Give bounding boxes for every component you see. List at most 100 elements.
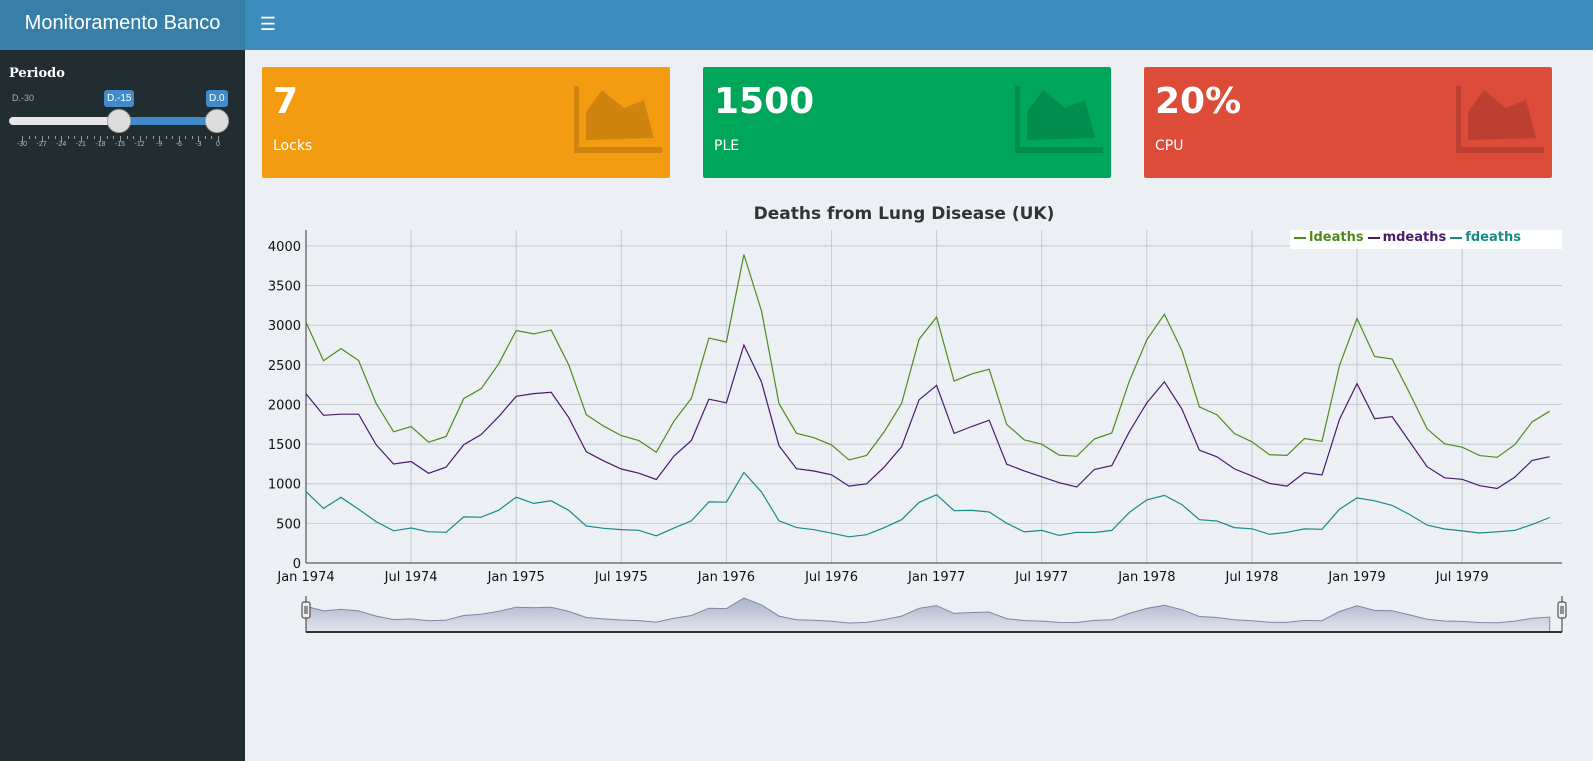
- area-chart-icon: [574, 86, 662, 153]
- slider-tick: [172, 136, 174, 139]
- slider-tick: [93, 136, 95, 139]
- range-selector-right-handle[interactable]: [1557, 601, 1567, 619]
- y-tick-label: 2000: [268, 398, 301, 413]
- series-line-ldeaths: [305, 254, 1551, 461]
- slider-tick: [139, 136, 141, 142]
- slider-tick-label: 0: [216, 141, 220, 148]
- chart-title: Deaths from Lung Disease (UK): [753, 204, 1055, 224]
- infobox-value: 7: [273, 81, 299, 122]
- infobox-cpu: 20% CPU: [1144, 67, 1552, 178]
- legend-swatch: [1450, 236, 1463, 239]
- slider-handle-to[interactable]: [205, 109, 229, 133]
- x-tick-label: Jan 1977: [907, 570, 965, 585]
- slider-tick: [106, 136, 108, 139]
- slider-tick: [159, 136, 161, 142]
- slider-tick: [133, 136, 135, 139]
- x-tick-label: Jan 1976: [697, 570, 755, 585]
- sidebar: Periodo D.-30 D.-15 D.0 -30 -27 -24 -21 -18-…: [0, 50, 245, 761]
- infobox-ple: 1500 PLE: [703, 67, 1111, 178]
- series-line-fdeaths: [305, 471, 1550, 538]
- slider-handle-from[interactable]: [107, 109, 131, 133]
- legend-label: mdeaths: [1382, 230, 1447, 245]
- slider-tick: [178, 136, 180, 142]
- slider-from-value: D.-15: [104, 90, 135, 107]
- slider-tick: [80, 136, 82, 142]
- y-tick-label: 1000: [268, 478, 301, 493]
- plot-area: [306, 230, 1562, 563]
- slider-tick-label: -27: [36, 141, 47, 148]
- slider-tick: [185, 136, 187, 139]
- slider-tick: [152, 136, 154, 139]
- slider-tick: [54, 136, 56, 139]
- x-tick-label: Jul 1976: [804, 570, 858, 585]
- legend-item-fdeaths[interactable]: fdeaths: [1450, 230, 1521, 245]
- slider-tick: [120, 136, 121, 142]
- slider-tick-label: -18: [95, 141, 106, 148]
- area-chart-icon: [1015, 86, 1103, 153]
- x-tick-label: Jan 1978: [1117, 570, 1175, 585]
- legend-label: fdeaths: [1465, 230, 1521, 245]
- infobox-value: 20%: [1155, 81, 1242, 122]
- x-tick-label: Jan 1975: [487, 570, 545, 585]
- slider-tick: [87, 136, 89, 139]
- slider-to-value: D.0: [206, 90, 228, 107]
- series-line-mdeaths: [305, 343, 1550, 490]
- x-tick-label: Jul 1978: [1224, 570, 1278, 585]
- x-tick-label: Jan 1974: [276, 570, 334, 585]
- slider-tick-label: -24: [56, 141, 67, 148]
- slider-tick: [165, 136, 167, 139]
- legend-item-ldeaths[interactable]: ldeaths: [1294, 230, 1364, 245]
- x-tick-label: Jul 1979: [1435, 570, 1489, 585]
- slider-tick: [198, 136, 200, 142]
- slider-tick: [67, 136, 69, 139]
- legend-label: ldeaths: [1309, 230, 1364, 245]
- slider-tick: [126, 136, 128, 139]
- hamburger-icon[interactable]: ☰: [259, 14, 277, 34]
- slider-tick-label: -15: [114, 141, 126, 148]
- top-navbar: Monitoramento Banco ☰: [0, 0, 1593, 50]
- slider-tick: [218, 136, 219, 142]
- x-tick-label: Jul 1975: [594, 570, 648, 585]
- periodo-label: Periodo: [9, 66, 65, 81]
- y-tick-label: 2500: [268, 359, 301, 374]
- legend-swatch: [1367, 236, 1380, 239]
- slider-tick: [204, 136, 206, 139]
- y-tick-label: 3500: [268, 280, 301, 295]
- y-tick-label: 1500: [268, 438, 301, 453]
- slider-tick: [191, 136, 193, 139]
- y-tick-label: 500: [276, 517, 301, 532]
- x-tick-label: Jul 1977: [1014, 570, 1068, 585]
- range-selector-left-handle[interactable]: [301, 601, 311, 619]
- slider-tick-label: -3: [195, 141, 202, 148]
- slider-tick: [61, 136, 63, 142]
- infobox-label: CPU: [1155, 138, 1184, 154]
- range-selector-area: [305, 597, 1551, 633]
- x-tick-label: Jan 1979: [1327, 570, 1385, 585]
- slider-tick: [48, 136, 50, 139]
- infobox-label: PLE: [714, 138, 740, 154]
- legend-swatch: [1294, 236, 1306, 239]
- legend-item-mdeaths[interactable]: mdeaths: [1367, 230, 1447, 245]
- app-title[interactable]: Monitoramento Banco: [0, 0, 245, 50]
- slider-tick-label: -21: [75, 141, 86, 148]
- x-tick-label: Jul 1974: [384, 570, 438, 585]
- slider-tick: [35, 136, 37, 139]
- slider-tick-label: -6: [175, 141, 182, 148]
- slider-tick: [74, 136, 76, 139]
- area-chart-icon: [1456, 86, 1544, 153]
- slider-tick-label: -9: [156, 141, 163, 148]
- y-tick-label: 3000: [268, 319, 301, 334]
- slider-tick-label: -30: [16, 141, 28, 148]
- y-tick-label: 4000: [268, 240, 301, 255]
- slider-tick: [41, 136, 43, 142]
- infobox-value: 1500: [714, 81, 815, 122]
- infobox-label: Locks: [273, 138, 313, 154]
- chart-legend: ldeaths mdeaths fdeaths: [1290, 230, 1562, 249]
- slider-tick-label: -12: [134, 141, 145, 148]
- slider-tick: [211, 136, 213, 139]
- slider-min-label: D.-30: [12, 93, 35, 103]
- slider-tick: [113, 136, 115, 139]
- slider-selected-range: [119, 117, 217, 125]
- slider-tick: [100, 136, 102, 142]
- slider-tick: [28, 136, 30, 139]
